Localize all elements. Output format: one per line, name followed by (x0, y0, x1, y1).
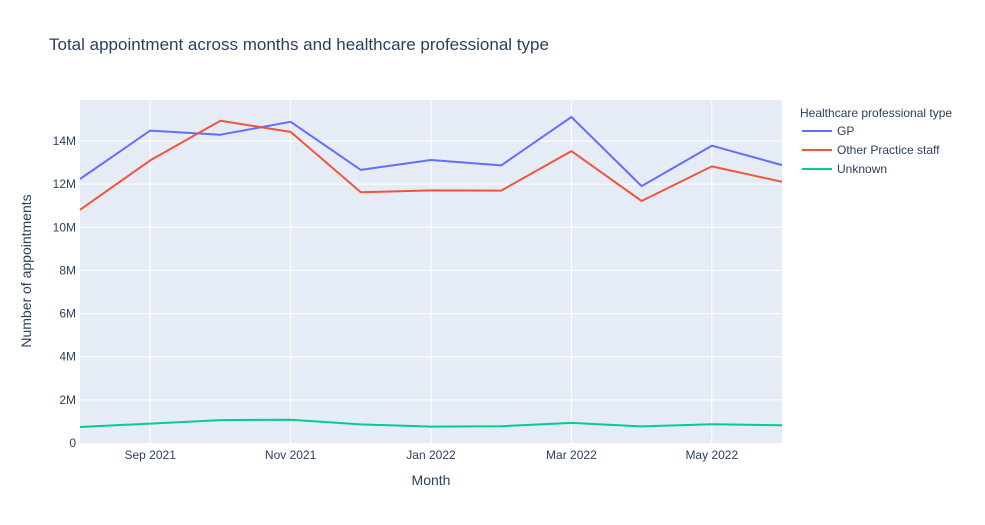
legend-label-other-practice-staff: Other Practice staff (837, 143, 940, 157)
legend: Healthcare professional type GP Other Pra… (800, 106, 952, 176)
legend-label-unknown: Unknown (837, 162, 887, 176)
x-axis-ticks: Sep 2021 Nov 2021 Jan 2022 Mar 2022 May 2022 (125, 448, 739, 462)
x-tick-label: Mar 2022 (546, 448, 597, 462)
y-tick-label: 12M (53, 177, 76, 191)
y-tick-label: 8M (59, 263, 76, 277)
x-axis-title: Month (412, 472, 451, 488)
x-tick-label: Jan 2022 (406, 448, 456, 462)
legend-title: Healthcare professional type (800, 106, 952, 120)
gridlines (80, 100, 782, 443)
series-line-other-practice-staff (79, 119, 783, 211)
legend-label-gp: GP (837, 124, 854, 138)
y-tick-label: 14M (53, 134, 76, 148)
x-tick-label: Nov 2021 (265, 448, 317, 462)
y-tick-label: 0 (69, 436, 76, 450)
series-line-unknown (79, 418, 783, 428)
y-tick-label: 2M (59, 393, 76, 407)
chart-title: Total appointment across months and heal… (49, 35, 549, 54)
y-tick-label: 4M (59, 350, 76, 364)
y-axis-ticks: 0 2M 4M 6M 8M 10M 12M 14M (53, 134, 77, 450)
y-tick-label: 10M (53, 220, 76, 234)
y-axis-title: Number of appointments (18, 194, 34, 347)
x-tick-label: May 2022 (685, 448, 738, 462)
y-tick-label: 6M (59, 307, 76, 321)
series-lines (79, 116, 783, 428)
x-tick-label: Sep 2021 (125, 448, 177, 462)
